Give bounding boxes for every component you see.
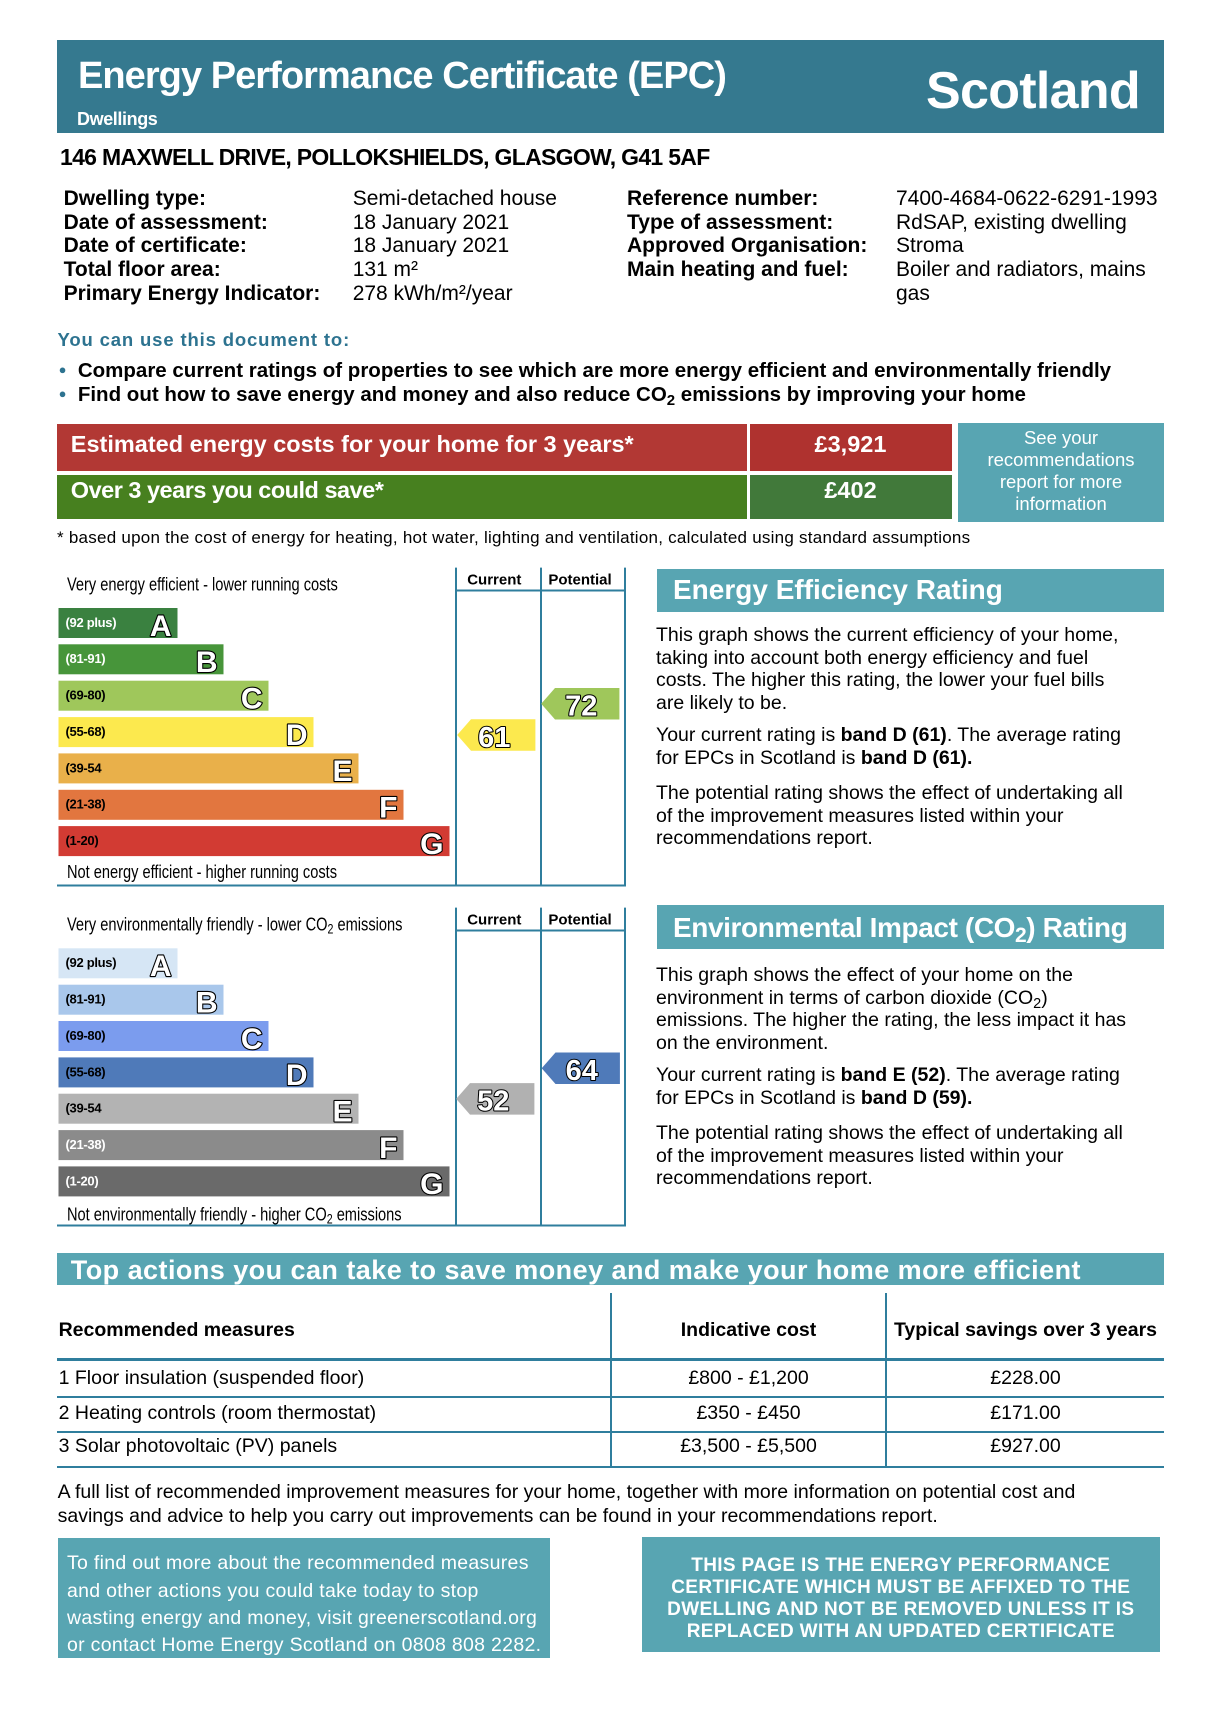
svg-text:F: F: [379, 1132, 397, 1165]
svg-text:(21-38): (21-38): [66, 797, 106, 812]
svg-text:Potential: Potential: [548, 571, 611, 588]
svg-text:B: B: [196, 646, 218, 679]
svg-text:Current: Current: [467, 571, 521, 588]
svg-text:D: D: [286, 719, 308, 752]
svg-text:(1-20): (1-20): [66, 833, 99, 848]
svg-text:(81-91): (81-91): [66, 651, 106, 666]
svg-text:(1-20): (1-20): [66, 1173, 99, 1188]
svg-text:61: 61: [478, 722, 510, 754]
svg-text:(55-68): (55-68): [66, 724, 106, 739]
svg-text:(92 plus): (92 plus): [66, 615, 117, 630]
svg-text:(81-91): (81-91): [66, 992, 106, 1007]
svg-text:C: C: [241, 683, 263, 716]
svg-text:D: D: [286, 1059, 308, 1092]
svg-text:(39-54: (39-54: [66, 760, 103, 775]
svg-text:C: C: [241, 1023, 263, 1056]
svg-text:52: 52: [477, 1086, 509, 1118]
svg-text:Potential: Potential: [548, 911, 611, 928]
svg-text:Not energy efficient - higher: Not energy efficient - higher running co…: [67, 862, 337, 883]
svg-text:(55-68): (55-68): [66, 1064, 106, 1079]
svg-text:G: G: [420, 1168, 443, 1201]
svg-text:Very environmentally friendly: Very environmentally friendly - lower CO…: [67, 914, 402, 937]
svg-text:Very energy efficient - lower: Very energy efficient - lower running co…: [67, 574, 338, 595]
svg-text:A: A: [150, 950, 172, 983]
svg-text:(69-80): (69-80): [66, 688, 106, 703]
svg-text:G: G: [420, 828, 443, 861]
svg-text:(92 plus): (92 plus): [66, 955, 117, 970]
svg-text:(69-80): (69-80): [66, 1028, 106, 1043]
svg-text:(21-38): (21-38): [66, 1137, 106, 1152]
svg-text:72: 72: [565, 691, 597, 723]
svg-text:B: B: [196, 987, 218, 1020]
svg-text:E: E: [332, 755, 352, 788]
svg-text:64: 64: [566, 1055, 598, 1087]
svg-text:E: E: [332, 1096, 352, 1129]
svg-text:F: F: [379, 792, 397, 825]
svg-text:(39-54: (39-54: [66, 1101, 103, 1116]
svg-text:A: A: [150, 610, 172, 643]
svg-text:Current: Current: [467, 911, 521, 928]
svg-text:Not environmentally friendly -: Not environmentally friendly - higher CO…: [67, 1204, 402, 1227]
